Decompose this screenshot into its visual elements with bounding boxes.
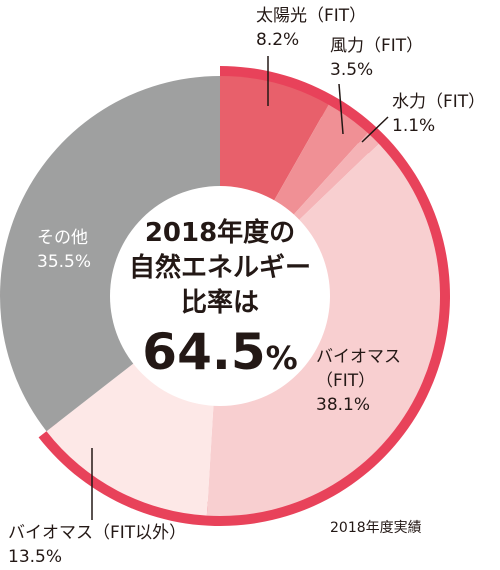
label-biomass-fit-line2: （FIT）	[316, 371, 375, 391]
leader-line-hydro	[361, 116, 389, 143]
label-solar-value: 8.2%	[256, 30, 299, 50]
chart-note: 2018年度実績	[330, 520, 422, 536]
center-value-number: 64.5	[142, 323, 265, 381]
center-text-line2: 自然エネルギー	[129, 252, 311, 283]
label-solar-name: 太陽光（FIT）	[256, 6, 366, 26]
center-text-line1: 2018年度の	[145, 217, 295, 248]
center-value: 64.5%	[142, 323, 297, 381]
label-hydro-value: 1.1%	[392, 116, 435, 136]
label-wind-name: 風力（FIT）	[330, 36, 423, 56]
center-text: 2018年度の 自然エネルギー 比率は 64.5%	[129, 217, 311, 381]
slice-labels: 太陽光（FIT） 8.2% 風力（FIT） 3.5% 水力（FIT） 1.1% …	[8, 6, 485, 567]
label-biomass-other-value: 13.5%	[8, 547, 62, 567]
donut-hole	[110, 186, 330, 406]
label-wind-value: 3.5%	[330, 60, 373, 80]
leader-lines	[91, 56, 389, 520]
leader-line-wind	[338, 83, 344, 135]
label-other-value: 35.5%	[37, 252, 91, 272]
label-biomass-fit-value: 38.1%	[316, 395, 370, 415]
center-text-line3: 比率は	[181, 287, 259, 318]
label-other-name: その他	[37, 228, 88, 248]
center-value-unit: %	[266, 339, 298, 377]
label-biomass-other-name: バイオマス（FIT以外）	[8, 523, 186, 543]
slice-other	[0, 76, 220, 432]
label-hydro-name: 水力（FIT）	[392, 92, 485, 112]
label-biomass-fit-line1: バイオマス	[316, 347, 401, 367]
